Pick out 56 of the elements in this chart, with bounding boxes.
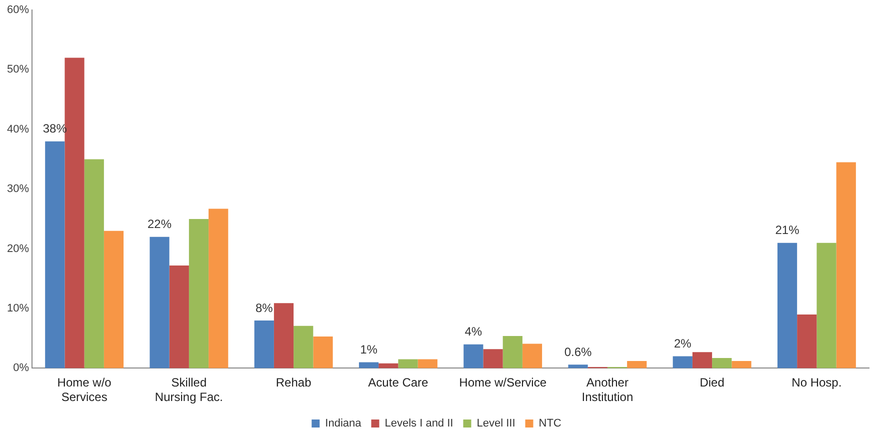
bar (378, 363, 398, 368)
bar (777, 242, 798, 368)
bar (836, 162, 856, 368)
x-tick-label: Acute Care (368, 376, 429, 390)
bar (150, 236, 170, 368)
x-tick-label: Rehab (276, 376, 312, 390)
y-tick-label: 20% (6, 242, 30, 255)
bar (188, 218, 209, 368)
bar (169, 266, 189, 368)
x-tick-label: Home w/o Services (57, 376, 112, 404)
x-tick-label: Died (700, 376, 724, 390)
bar (294, 326, 314, 368)
bar (84, 159, 104, 368)
x-tick-label: Home w/Service (459, 376, 547, 390)
data-label: 8% (255, 300, 274, 315)
legend-label: Level III (476, 418, 516, 430)
y-tick-label: 60% (6, 4, 30, 16)
x-tick-label: Skilled Nursing Fac. (154, 376, 223, 404)
x-tick-label: No Hosp. (792, 376, 842, 390)
data-label: 0.6% (564, 344, 592, 359)
data-label: 2% (674, 336, 692, 351)
bar (692, 352, 712, 368)
y-tick-label: 40% (6, 123, 30, 136)
bar (568, 364, 588, 368)
bar (254, 320, 274, 368)
bar (522, 344, 542, 368)
bar (464, 344, 484, 368)
data-label: 1% (360, 342, 378, 357)
bar (398, 359, 418, 368)
bar (104, 230, 124, 368)
bar (358, 362, 379, 368)
bar (313, 336, 333, 368)
y-tick-label: 50% (6, 64, 30, 76)
bar (712, 358, 732, 368)
y-tick-label: 30% (6, 183, 30, 196)
data-label: 21% (775, 223, 800, 238)
bar (274, 303, 294, 368)
bar (732, 361, 752, 368)
legend-label: Indiana (325, 418, 362, 430)
bar (627, 361, 647, 368)
bar (418, 359, 438, 368)
bar (45, 141, 65, 368)
bar (64, 58, 84, 368)
data-label: 4% (464, 324, 482, 339)
bar (797, 314, 817, 368)
x-tick-label: Another Institution (582, 376, 634, 404)
y-tick-label: 0% (13, 362, 30, 374)
y-tick-label: 10% (6, 302, 30, 315)
bar (816, 242, 836, 368)
bar (502, 336, 522, 368)
bar (483, 349, 503, 368)
bar (208, 208, 228, 368)
legend-label: Levels I and II (384, 418, 454, 430)
legend-label: NTC (538, 418, 562, 430)
bar (672, 356, 692, 368)
data-label: 22% (148, 217, 172, 232)
